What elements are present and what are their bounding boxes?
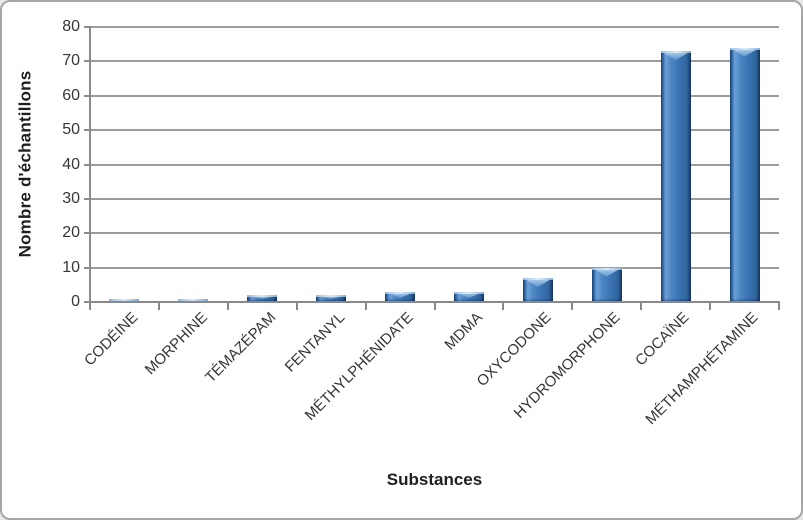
y-axis-tick [84, 60, 91, 63]
category-label-témazépam: TÉMAZÉPAM [202, 309, 280, 387]
gridline-y-40 [90, 163, 779, 166]
bar-témazépam [247, 295, 278, 302]
bar-méthamphétamine [729, 47, 760, 302]
y-axis-tick [84, 26, 91, 28]
gridline-y-50 [90, 129, 779, 132]
y-axis-tick [84, 163, 91, 166]
y-axis-line [89, 27, 91, 303]
bar-hydromorphone [591, 267, 622, 302]
y-tick-label-80: 80 [62, 18, 80, 35]
bar-cocaïne [660, 51, 691, 302]
x-axis-tick [364, 303, 367, 310]
y-tick-label-20: 20 [62, 224, 80, 242]
y-axis-tick [84, 266, 91, 269]
y-tick-label-70: 70 [62, 52, 80, 70]
gridline-y-60 [90, 94, 779, 97]
category-label-codéine: CODÉINE [81, 309, 142, 370]
category-label-morphine: MORPHINE [141, 309, 211, 379]
y-tick-label-0: 0 [71, 293, 80, 310]
category-label-mdma: MDMA [441, 309, 486, 354]
y-tick-label-40: 40 [62, 155, 80, 173]
x-axis-tick [709, 303, 712, 310]
x-axis-title: Substances [386, 470, 483, 489]
bar-fentanyl [316, 295, 347, 302]
y-axis-tick [84, 197, 91, 200]
y-tick-label-10: 10 [62, 258, 80, 276]
x-axis-tick [226, 303, 229, 310]
x-axis-tick [433, 303, 436, 310]
category-label-méthamphétamine: MÉTHAMPHÉTAMINE [642, 309, 762, 429]
gridline-y-30 [90, 197, 779, 200]
y-axis-tick [84, 301, 91, 303]
gridline-y-20 [90, 232, 779, 235]
x-axis-tick [778, 303, 780, 310]
category-label-cocaïne: COCAÏNE [632, 309, 693, 370]
x-axis-tick [502, 303, 505, 310]
gridline-y-70 [90, 60, 779, 63]
y-tick-label-50: 50 [62, 121, 80, 139]
bar-méthylphénidate [385, 291, 416, 302]
bar-oxycodone [522, 277, 553, 302]
y-tick-label-30: 30 [62, 189, 80, 207]
y-axis-tick [84, 232, 91, 235]
gridline-y-80 [90, 26, 779, 28]
plot-area [90, 26, 779, 302]
y-tick-label-60: 60 [62, 86, 80, 104]
bar-codéine [109, 298, 140, 302]
x-axis-tick [295, 303, 298, 310]
y-axis-tick [84, 94, 91, 97]
x-axis-tick [157, 303, 160, 310]
category-label-fentanyl: FENTANYL [281, 309, 349, 376]
bar-mdma [453, 291, 484, 302]
x-axis-tick [89, 303, 91, 310]
x-axis-line [90, 301, 780, 303]
x-axis-tick [640, 303, 643, 310]
y-axis-tick [84, 129, 91, 132]
x-axis-tick [571, 303, 574, 310]
bar-morphine [178, 298, 209, 302]
gridline-y-10 [90, 266, 779, 269]
